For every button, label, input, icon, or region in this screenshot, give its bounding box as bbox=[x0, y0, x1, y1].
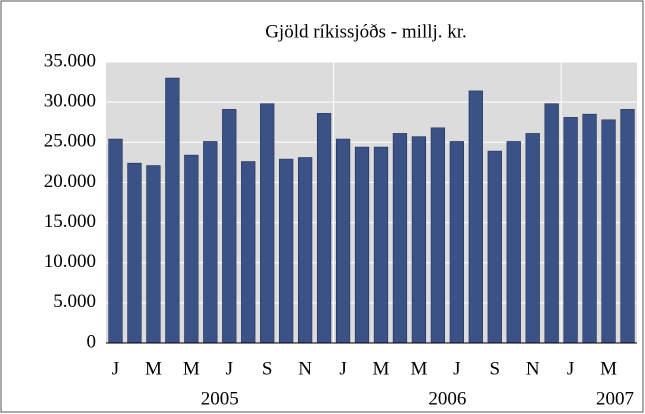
x-tick-label: J bbox=[226, 358, 233, 379]
x-tick-label: N bbox=[526, 358, 540, 379]
y-tick-label: 35.000 bbox=[44, 50, 96, 71]
bar bbox=[165, 77, 180, 344]
bar bbox=[316, 113, 332, 344]
x-tick-label: N bbox=[298, 358, 312, 379]
bar bbox=[601, 119, 616, 344]
x-tick-label: S bbox=[262, 358, 273, 379]
x-group-label: 2005 bbox=[201, 388, 239, 409]
y-tick-label: 0 bbox=[87, 331, 97, 352]
x-tick-label: M bbox=[600, 358, 617, 379]
bar bbox=[297, 157, 313, 344]
bar bbox=[146, 165, 161, 344]
bar bbox=[620, 109, 635, 344]
x-tick-label: J bbox=[567, 358, 574, 379]
x-tick-label: M bbox=[373, 358, 390, 379]
x-tick-label: J bbox=[112, 358, 119, 379]
chart-title: Gjöld ríkissjóðs - millj. kr. bbox=[265, 21, 467, 42]
bar bbox=[468, 90, 483, 344]
bar bbox=[260, 103, 275, 344]
bar bbox=[241, 161, 256, 344]
bar bbox=[279, 158, 294, 344]
bar bbox=[563, 117, 578, 344]
y-tick-label: 30.000 bbox=[44, 91, 96, 112]
bar bbox=[544, 103, 559, 344]
bar bbox=[222, 109, 237, 344]
y-tick-label: 5.000 bbox=[53, 291, 96, 312]
bar bbox=[525, 133, 540, 344]
bar bbox=[335, 138, 351, 344]
x-tick-label: M bbox=[145, 358, 162, 379]
y-tick-label: 15.000 bbox=[44, 211, 96, 232]
bar bbox=[127, 162, 142, 344]
bar bbox=[506, 141, 521, 344]
bar bbox=[373, 146, 389, 344]
x-tick-label: M bbox=[410, 358, 427, 379]
bar bbox=[108, 138, 123, 344]
bar bbox=[184, 154, 199, 344]
x-tick-label: S bbox=[489, 358, 500, 379]
bar bbox=[449, 141, 464, 344]
bar bbox=[430, 127, 446, 344]
y-tick-label: 10.000 bbox=[44, 251, 96, 272]
bar bbox=[354, 146, 370, 344]
bar bbox=[392, 133, 408, 344]
bar bbox=[411, 136, 427, 344]
y-tick-label: 20.000 bbox=[44, 171, 96, 192]
x-tick-label: J bbox=[453, 358, 460, 379]
bar bbox=[203, 141, 218, 344]
x-tick-label: M bbox=[183, 358, 200, 379]
bar bbox=[487, 150, 502, 344]
x-group-label: 2006 bbox=[428, 388, 466, 409]
y-tick-label: 25.000 bbox=[44, 131, 96, 152]
x-group-label: 2007 bbox=[596, 388, 634, 409]
x-tick-label: J bbox=[339, 358, 346, 379]
bar bbox=[582, 113, 597, 344]
